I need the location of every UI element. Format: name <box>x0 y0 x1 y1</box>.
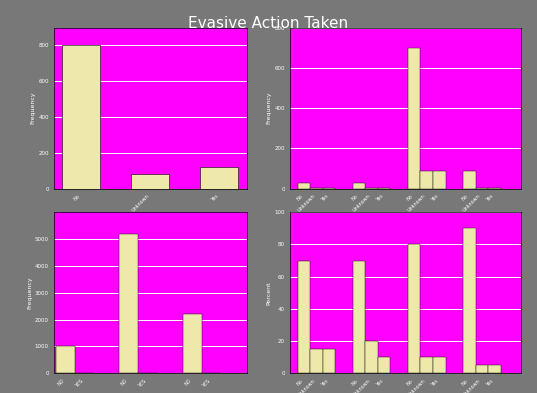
Y-axis label: Frequency: Frequency <box>267 92 272 125</box>
Bar <box>353 183 365 189</box>
Text: B: B <box>369 219 374 224</box>
Text: C: C <box>425 219 429 224</box>
Bar <box>488 365 500 373</box>
Bar <box>408 244 420 373</box>
Bar <box>310 187 323 189</box>
Bar <box>420 357 433 373</box>
Text: A: A <box>314 219 318 224</box>
Bar <box>420 171 433 189</box>
Bar <box>378 357 390 373</box>
Bar <box>433 171 446 189</box>
Bar <box>132 174 169 189</box>
Y-axis label: Percent: Percent <box>267 281 272 305</box>
Bar <box>323 349 335 373</box>
Bar <box>408 48 420 189</box>
Bar <box>433 357 446 373</box>
Bar <box>365 187 378 189</box>
Text: Evasive Action Taken: Evasive Action Taken <box>188 16 349 31</box>
Text: D: D <box>480 219 484 224</box>
Bar <box>183 314 201 373</box>
Bar <box>476 365 488 373</box>
Bar <box>365 341 378 373</box>
Bar <box>353 261 365 373</box>
Bar <box>297 183 310 189</box>
Y-axis label: Frequency: Frequency <box>27 276 32 309</box>
Bar <box>463 171 476 189</box>
Bar <box>463 228 476 373</box>
Bar <box>56 347 75 373</box>
Bar <box>120 234 138 373</box>
Bar <box>476 187 488 189</box>
Bar <box>378 188 390 189</box>
Bar <box>310 349 323 373</box>
Bar <box>62 46 100 189</box>
Bar <box>323 188 335 189</box>
Y-axis label: Frequency: Frequency <box>31 92 35 125</box>
Bar <box>297 261 310 373</box>
Bar <box>200 167 238 189</box>
Bar <box>488 188 500 189</box>
